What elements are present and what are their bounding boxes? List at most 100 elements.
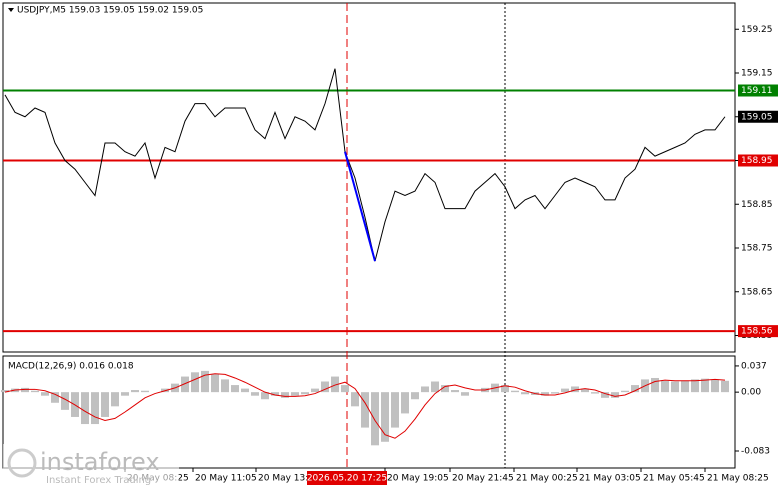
- histogram-bar: [691, 379, 699, 393]
- y-tick-label: -0.083: [741, 446, 770, 456]
- y-tick-label: 158.75: [741, 244, 773, 254]
- histogram-bar: [201, 370, 209, 393]
- histogram-bar: [1, 390, 9, 393]
- histogram-bar: [401, 392, 409, 414]
- level-label-bg: [738, 325, 778, 338]
- histogram-bar: [601, 392, 609, 398]
- histogram-bar: [461, 392, 469, 396]
- price-line: [4, 68, 726, 262]
- histogram-bar: [431, 381, 439, 393]
- x-tick-label: 20 May 21:45: [452, 474, 514, 484]
- signal-line: [4, 373, 726, 439]
- histogram-bar: [351, 392, 359, 407]
- histogram-bar: [511, 390, 519, 393]
- histogram-bar: [711, 379, 719, 393]
- level-label-bg: [738, 154, 778, 167]
- level-label-bg: [738, 84, 778, 97]
- x-tick-label: 20 May 11:05: [195, 474, 257, 484]
- y-tick-label: 158.85: [741, 200, 773, 210]
- histogram-bar: [661, 380, 669, 393]
- histogram-bar: [621, 390, 629, 393]
- histogram-bar: [561, 388, 569, 393]
- crosshair-label: 2026.05.20 17:25: [307, 474, 387, 484]
- histogram-bar: [421, 386, 429, 393]
- histogram-bar: [591, 392, 599, 394]
- histogram-bar: [91, 392, 99, 425]
- y-tick-label: 159.25: [741, 25, 773, 35]
- histogram-bar: [321, 381, 329, 393]
- x-tick-label: 21 May 00:25: [516, 474, 578, 484]
- x-tick-label: 21 May 05:45: [643, 474, 705, 484]
- histogram-bar: [541, 392, 549, 396]
- histogram-bar: [101, 392, 109, 417]
- histogram-bar: [581, 388, 589, 393]
- macd-title: MACD(12,26,9) 0.016 0.018: [8, 362, 134, 372]
- logo-icon: [7, 448, 37, 478]
- histogram-bar: [81, 392, 89, 425]
- logo-bg: [3, 444, 179, 486]
- histogram-bar: [51, 392, 59, 403]
- histogram-bar: [251, 392, 259, 396]
- histogram-bar: [651, 377, 659, 393]
- histogram-bar: [231, 385, 239, 393]
- histogram-bar: [131, 390, 139, 393]
- histogram-bar: [271, 392, 279, 396]
- histogram-bar: [121, 392, 129, 396]
- macd-panel: [2, 355, 736, 469]
- histogram-bar: [721, 380, 729, 393]
- histogram-bar: [41, 392, 49, 396]
- logo: instaforex Instant Forex Trading: [3, 444, 179, 486]
- histogram-bar: [181, 376, 189, 393]
- histogram-bar: [501, 385, 509, 393]
- histogram-bar: [31, 390, 39, 393]
- histogram-bar: [301, 392, 309, 395]
- histogram-bar: [281, 392, 289, 398]
- crosshair-label-bg: [307, 471, 387, 485]
- y-tick-label: 0.037: [741, 361, 767, 371]
- histogram-bar: [681, 380, 689, 393]
- histogram-bar: [331, 376, 339, 393]
- chart-title: USDJPY,M5 159.03 159.05 159.02 159.05: [17, 6, 203, 16]
- histogram-bar: [361, 392, 369, 428]
- histogram-bar: [441, 385, 449, 393]
- level-label: 158.95: [741, 156, 773, 166]
- x-tick-label: 21 May 08:25: [707, 474, 769, 484]
- y-tick-label: 159.15: [741, 69, 773, 79]
- histogram-bar: [241, 388, 249, 393]
- histogram-bar: [61, 392, 69, 410]
- histogram-bar: [221, 379, 229, 393]
- histogram-bar: [701, 378, 709, 393]
- histogram-bar: [571, 386, 579, 393]
- logo-tagline: Instant Forex Trading: [46, 475, 151, 486]
- histogram-bar: [291, 392, 299, 396]
- trend-line: [344, 151, 376, 262]
- level-label-bg: [738, 110, 778, 123]
- histogram-bar: [631, 385, 639, 393]
- y-tick-label: 158.65: [741, 287, 773, 297]
- histogram-bar: [371, 392, 379, 446]
- histogram-bar: [611, 392, 619, 398]
- histogram-bar: [551, 392, 559, 394]
- histogram-bar: [391, 392, 399, 428]
- histogram-bar: [411, 392, 419, 400]
- histogram-bar: [521, 392, 529, 395]
- level-label: 159.05: [741, 112, 773, 122]
- histogram-bar: [451, 390, 459, 393]
- histogram-bar: [341, 385, 349, 393]
- x-tick-label: 21 May 03:05: [579, 474, 641, 484]
- main-panel: [2, 2, 736, 353]
- level-label: 159.11: [741, 86, 773, 96]
- histogram-bar: [111, 392, 119, 407]
- y-tick-label: 0.00: [741, 388, 761, 398]
- x-tick-label: 20 May 19:05: [387, 474, 449, 484]
- level-label: 158.56: [741, 327, 773, 337]
- x-tick-label: 20 May 13:45: [258, 474, 320, 484]
- logo-name: instaforex: [40, 448, 160, 476]
- histogram-bar: [211, 374, 219, 393]
- histogram-bar: [311, 388, 319, 393]
- menu-arrow: [8, 8, 14, 12]
- histogram-bar: [261, 392, 269, 400]
- histogram-bar: [671, 381, 679, 393]
- histogram-bar: [191, 372, 199, 393]
